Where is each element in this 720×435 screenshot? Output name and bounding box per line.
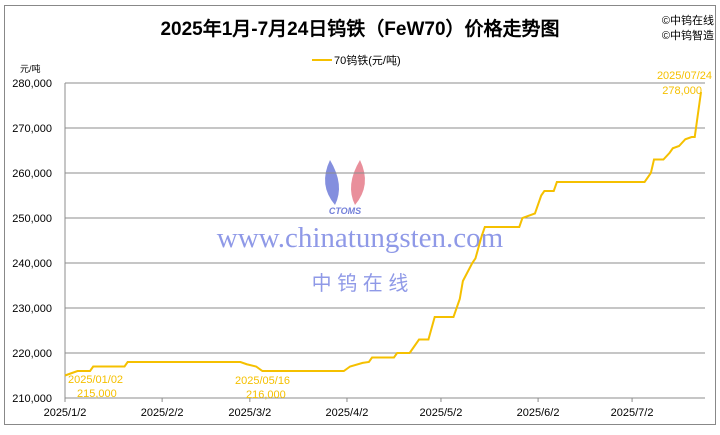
x-tick-label: 2025/3/2: [228, 407, 271, 419]
chart-frame: [4, 5, 716, 425]
y-tick-label: 210,000: [12, 393, 52, 405]
legend-label: 70钨铁(元/吨): [334, 55, 401, 67]
legend-swatch: [312, 59, 332, 61]
y-tick-label: 220,000: [12, 348, 52, 360]
annotation-date: 2025/01/02: [68, 374, 123, 386]
chart-title: 2025年1月-7月24日钨铁（FeW70）价格走势图: [160, 19, 560, 40]
logo-mark-right: [351, 160, 365, 205]
x-tick-label: 2025/2/2: [141, 407, 184, 419]
x-tick-label: 2025/4/2: [326, 407, 369, 419]
series-line: [64, 91, 702, 377]
annotation-date: 2025/07/24: [657, 70, 712, 82]
y-tick-label: 270,000: [12, 123, 52, 135]
annotation-value: 278,000: [662, 85, 702, 97]
y-tick-label: 240,000: [12, 258, 52, 270]
x-tick-label: 2025/6/2: [517, 407, 560, 419]
annotation-date: 2025/05/16: [235, 375, 290, 387]
annotation-value: 216,000: [246, 389, 286, 401]
copyright-1: ©中钨在线: [661, 15, 714, 27]
y-tick-label: 280,000: [12, 78, 52, 90]
watermark-cn: 中 钨 在 线: [312, 272, 409, 295]
y-tick-label: 260,000: [12, 168, 52, 180]
annotation-value: 215,000: [77, 388, 117, 400]
watermark-logo: CTOMS: [329, 206, 361, 216]
logo-mark-left: [325, 160, 339, 205]
watermark-url: www.chinatungsten.com: [217, 222, 504, 254]
copyright-2: ©中钨智造: [661, 30, 714, 42]
y-tick-label: 250,000: [12, 213, 52, 225]
y-tick-label: 230,000: [12, 303, 52, 315]
y-axis-unit: 元/吨: [20, 63, 41, 74]
x-tick-label: 2025/1/2: [44, 407, 87, 419]
x-tick-label: 2025/5/2: [420, 407, 463, 419]
legend: 70钨铁(元/吨): [312, 52, 401, 68]
x-tick-label: 2025/7/2: [611, 407, 654, 419]
